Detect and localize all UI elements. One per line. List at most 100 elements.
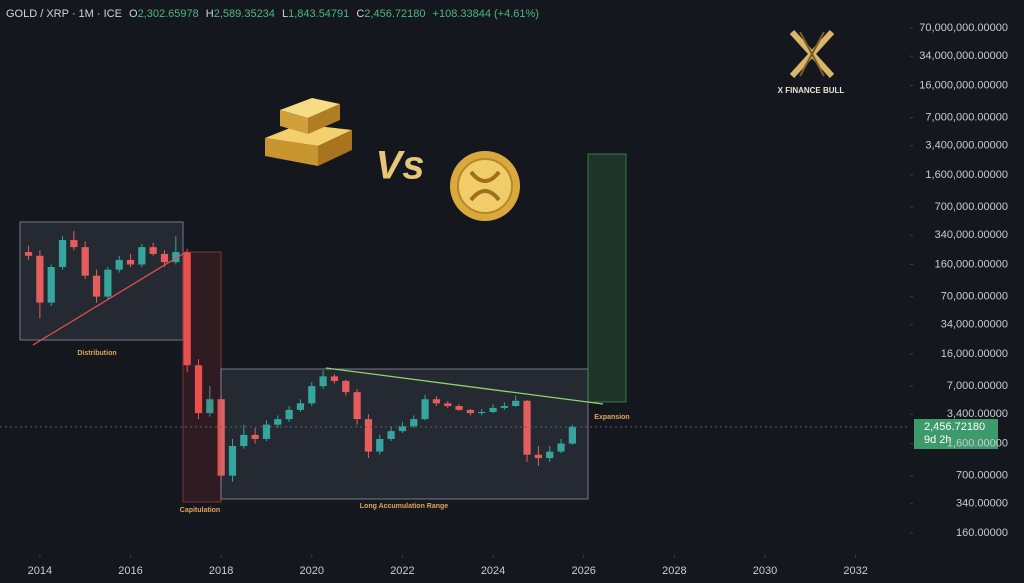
ohlc-value: 2,302.65978 bbox=[138, 8, 199, 20]
candle-body bbox=[70, 240, 78, 248]
annotation: Long Accumulation Range bbox=[360, 503, 449, 510]
y-tick-label: 3,400.00000 bbox=[947, 408, 1008, 420]
annotation: Expansion bbox=[594, 414, 629, 421]
logo: X FINANCE BULL bbox=[778, 29, 845, 95]
y-tick-label: 3,400,000.00000 bbox=[925, 140, 1008, 152]
last-price-label: 2,456.72180 9d 2h bbox=[914, 419, 998, 449]
distribution-box bbox=[19, 221, 184, 341]
trend-line bbox=[325, 367, 604, 405]
candle-body bbox=[81, 247, 89, 276]
y-tick-label: 1,600,000.00000 bbox=[925, 169, 1008, 181]
y-tick-label: 340,000.00000 bbox=[935, 229, 1008, 241]
candle-body bbox=[534, 454, 543, 459]
candle-body bbox=[546, 451, 554, 459]
header: GOLD / XRP · 1M · ICE O2,302.65978 H2,58… bbox=[6, 8, 539, 20]
candle-body bbox=[455, 406, 463, 410]
annotation: Distribution bbox=[77, 350, 116, 357]
candle-body bbox=[330, 376, 339, 381]
annotation: Capitulation bbox=[180, 507, 220, 514]
y-tick-label: 7,000,000.00000 bbox=[925, 111, 1008, 123]
candle-body bbox=[466, 409, 475, 414]
y-tick-label: 160,000.00000 bbox=[935, 258, 1008, 270]
y-tick-label: 70,000.00000 bbox=[941, 291, 1008, 303]
trend-line bbox=[32, 251, 187, 346]
candle-body bbox=[47, 266, 55, 303]
candle-body bbox=[115, 259, 123, 270]
x-tick-label: 2014 bbox=[28, 565, 52, 577]
y-tick-label: 700.00000 bbox=[956, 470, 1008, 482]
candle-body bbox=[364, 419, 373, 452]
ohlc-value: 1,843.54791 bbox=[288, 8, 349, 20]
candle-body bbox=[353, 392, 361, 420]
x-tick-label: 2032 bbox=[843, 565, 867, 577]
x-tick-label: 2018 bbox=[209, 565, 233, 577]
candle-body bbox=[138, 247, 146, 265]
candle-body bbox=[251, 434, 259, 439]
ohlc-value: 2,589.35234 bbox=[214, 8, 275, 20]
candle-body bbox=[160, 253, 169, 263]
y-tick-label: 160.00000 bbox=[956, 527, 1008, 539]
ohlc-key: L bbox=[282, 8, 288, 20]
candle-body bbox=[376, 438, 384, 452]
ohlc-key: C bbox=[356, 8, 364, 20]
x-tick-label: 2026 bbox=[571, 565, 595, 577]
vs-text: Vs bbox=[376, 144, 425, 188]
candle-body bbox=[308, 386, 316, 404]
candle-body bbox=[444, 403, 452, 407]
candle-body bbox=[262, 424, 271, 439]
candle-body bbox=[58, 240, 67, 267]
y-tick-label: 16,000,000.00000 bbox=[919, 79, 1008, 91]
y-tick-label: 7,000.00000 bbox=[947, 380, 1008, 392]
capitulation-box bbox=[182, 251, 222, 503]
y-tick-label: 70,000,000.00000 bbox=[919, 22, 1008, 34]
candle-body bbox=[500, 406, 509, 408]
candle-body bbox=[274, 419, 282, 425]
candles bbox=[24, 27, 913, 558]
candle-body bbox=[36, 255, 44, 303]
candle-body bbox=[126, 259, 135, 265]
candle-body bbox=[149, 247, 157, 254]
candle-body bbox=[557, 443, 565, 452]
y-tick-label: 1,600.00000 bbox=[947, 437, 1008, 449]
candle-body bbox=[421, 399, 429, 420]
candle-body bbox=[523, 400, 531, 455]
candle-body bbox=[92, 275, 101, 297]
candle-body bbox=[194, 365, 203, 414]
candle-body bbox=[342, 380, 350, 393]
x-tick-label: 2028 bbox=[662, 565, 686, 577]
candle-body bbox=[398, 426, 407, 432]
candle-body bbox=[568, 426, 577, 444]
y-tick-label: 34,000,000.00000 bbox=[919, 50, 1008, 62]
countdown: 9d 2h bbox=[924, 434, 952, 446]
candle-body bbox=[240, 434, 248, 447]
candle-body bbox=[319, 376, 327, 387]
candle-body bbox=[512, 400, 520, 407]
logo-text: X FINANCE BULL bbox=[778, 86, 845, 95]
candle-body bbox=[387, 431, 395, 439]
candle-body bbox=[104, 269, 112, 297]
ohlc-key: O bbox=[129, 8, 138, 20]
candle-body bbox=[183, 252, 191, 366]
last-price: 2,456.72180 bbox=[924, 421, 985, 433]
last-price-bg bbox=[914, 419, 998, 449]
change: +108.33844 (+4.61%) bbox=[433, 8, 539, 20]
x-tick-label: 2022 bbox=[390, 565, 414, 577]
y-tick-label: 700,000.00000 bbox=[935, 201, 1008, 213]
candle-body bbox=[285, 409, 293, 420]
candle-body bbox=[228, 446, 237, 476]
expansion-box bbox=[587, 153, 627, 403]
x-tick-label: 2030 bbox=[753, 565, 777, 577]
candle-body bbox=[478, 412, 486, 414]
ohlc-key: H bbox=[206, 8, 214, 20]
symbol: GOLD / XRP · 1M · ICE bbox=[6, 8, 122, 20]
xrp-coin-icon bbox=[450, 151, 520, 221]
x-tick-label: 2024 bbox=[481, 565, 505, 577]
candle-body bbox=[489, 407, 497, 413]
ohlc-value: 2,456.72180 bbox=[364, 8, 425, 20]
candle-body bbox=[410, 419, 418, 427]
x-tick-label: 2020 bbox=[300, 565, 324, 577]
y-tick-label: 340.00000 bbox=[956, 498, 1008, 510]
y-tick-label: 16,000.00000 bbox=[941, 348, 1008, 360]
